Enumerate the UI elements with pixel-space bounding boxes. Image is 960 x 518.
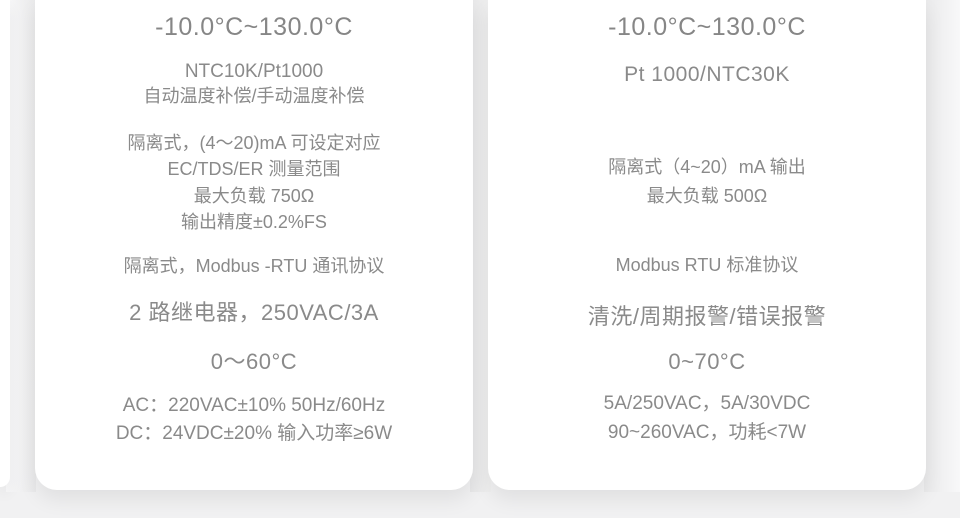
left-gutter-shading	[6, 0, 36, 492]
spec-card-left: -10.0°C~130.0°C NTC10K/Pt1000 自动温度补偿/手动温…	[35, 0, 473, 490]
power-supply-line2: DC：24VDC±20% 输入功率≥6W	[35, 423, 473, 445]
temp-compensation: 自动温度补偿/手动温度补偿	[35, 85, 473, 107]
current-output-line1: 隔离式（4~20）mA 输出	[488, 156, 926, 178]
power-supply-line1: AC：220VAC±10% 50Hz/60Hz	[35, 395, 473, 417]
previous-card-edge	[0, 0, 10, 487]
current-output-line1: 隔离式，(4～20)mA 可设定对应	[35, 132, 473, 154]
current-output-line3: 最大负载 750Ω	[35, 185, 473, 207]
ambient-temp: 0~70°C	[488, 349, 926, 375]
temp-measure-range: -10.0°C~130.0°C	[488, 12, 926, 42]
current-output-line2: EC/TDS/ER 测量范围	[35, 158, 473, 180]
current-output-line4: 输出精度±0.2%FS	[35, 211, 473, 233]
right-gutter-shading	[924, 0, 960, 492]
power-supply-line2: 90~260VAC，功耗<7W	[488, 422, 926, 444]
relay-spec: 2 路继电器，250VAC/3A	[35, 300, 473, 326]
temp-sensor-type: Pt 1000/NTC30K	[488, 63, 926, 87]
spec-card-right: -10.0°C~130.0°C Pt 1000/NTC30K 隔离式（4~20）…	[488, 0, 926, 490]
temp-sensor-type: NTC10K/Pt1000	[35, 61, 473, 83]
current-output-line2: 最大负载 500Ω	[488, 185, 926, 207]
alarm-functions: 清洗/周期报警/错误报警	[488, 304, 926, 330]
ambient-temp: 0～60°C	[35, 349, 473, 375]
power-supply-line1: 5A/250VAC，5A/30VDC	[488, 393, 926, 415]
temp-measure-range: -10.0°C~130.0°C	[35, 12, 473, 42]
comm-protocol: 隔离式，Modbus -RTU 通讯协议	[35, 255, 473, 277]
spec-comparison-section: -10.0°C~130.0°C NTC10K/Pt1000 自动温度补偿/手动温…	[0, 0, 960, 518]
comm-protocol: Modbus RTU 标准协议	[488, 254, 926, 276]
